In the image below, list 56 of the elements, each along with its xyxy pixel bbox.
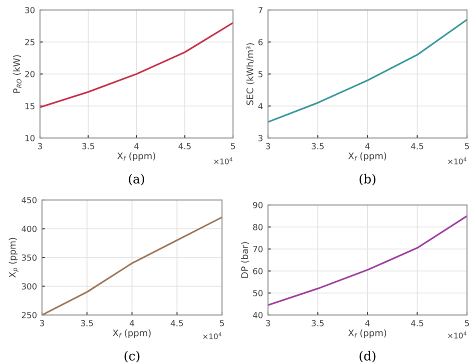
x-tick-label: 3.5 — [82, 143, 94, 150]
x-tick-label: 4 — [365, 320, 370, 326]
y-axis-title: DP (bar) — [241, 242, 250, 278]
y-axis-title: X$_{p}$ (ppm) — [8, 238, 18, 278]
y-tick-label: 15 — [25, 103, 34, 110]
x-tick-label: 3.5 — [312, 143, 324, 150]
y-tick-label: 350 — [22, 254, 37, 261]
y-tick-label: 25 — [25, 38, 34, 46]
y-tick-label: 4 — [258, 103, 263, 110]
x-tick-label: 4 — [134, 143, 139, 150]
x-tick-label: 4.5 — [411, 143, 424, 150]
text: (a) — [128, 174, 144, 186]
x-tick-label: 5 — [230, 143, 235, 150]
y-tick-label: 50 — [253, 290, 263, 296]
y-axis-title: P$_{RO}$ (kW) — [13, 55, 22, 93]
x-tick-label: 5 — [464, 143, 469, 150]
x-tick-label: 4 — [365, 143, 370, 150]
x-tick-label: 4.5 — [411, 320, 424, 326]
y-tick-label: 5 — [258, 71, 262, 78]
line-series — [40, 22, 233, 108]
x-axis-title: X$_{f}$ (ppm) — [117, 152, 156, 162]
x-tick-label: 5 — [464, 320, 469, 326]
x-tick-label: 3 — [266, 320, 270, 326]
x-tick-label: 4.5 — [178, 143, 191, 150]
x-tick-label: 3 — [38, 143, 42, 150]
y-tick-label: 10 — [25, 134, 35, 142]
text: (b) — [360, 174, 376, 186]
x-tick-label: 3.5 — [312, 320, 324, 326]
x-tick-label: 5 — [220, 320, 224, 326]
x-axis-title: X$_{f}$ (ppm) — [348, 329, 386, 338]
y-tick-label: 7 — [258, 7, 262, 14]
y-tick-label: 70 — [253, 246, 263, 252]
x-tick-label: 3.5 — [81, 320, 93, 326]
y-axis-title: SEC (kWh/m³) — [246, 43, 254, 105]
x-tick-label: 3 — [40, 320, 44, 326]
y-tick-label: 6 — [258, 38, 263, 46]
x-tick-label: 4.5 — [170, 320, 183, 326]
text: (c) — [124, 350, 140, 362]
line-series — [268, 18, 467, 123]
y-tick-label: 20 — [25, 70, 35, 78]
x-axis-title: X$_{f}$ (ppm) — [112, 329, 151, 338]
y-tick-label: 30 — [25, 6, 35, 14]
y-tick-label: 400 — [22, 226, 37, 232]
x-tick-label: 4 — [130, 320, 134, 326]
x-axis-title: X$_{f}$ (ppm) — [348, 152, 386, 162]
y-tick-label: 450 — [22, 196, 37, 204]
line-series — [268, 215, 467, 306]
y-tick-label: 80 — [253, 224, 263, 230]
y-tick-label: 40 — [252, 312, 263, 318]
y-tick-label: 3 — [258, 134, 262, 142]
y-tick-label: 300 — [22, 283, 37, 290]
y-tick-label: 60 — [253, 268, 263, 274]
text: (d) — [360, 350, 376, 362]
x-tick-label: 3 — [266, 143, 270, 150]
y-tick-label: 90 — [253, 202, 263, 208]
y-tick-label: 250 — [22, 312, 37, 318]
